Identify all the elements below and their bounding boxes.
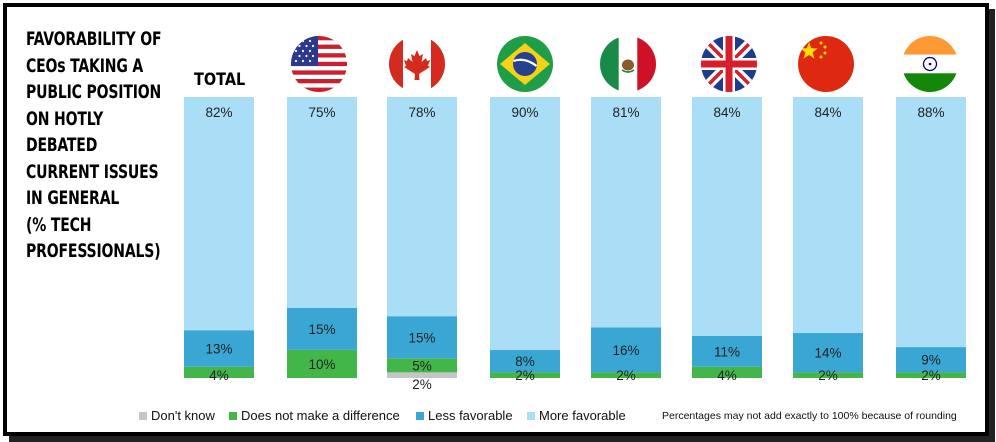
value-label-china-does-not-make-a-difference: 2% — [818, 368, 838, 383]
value-label-india-more-favorable: 88% — [917, 105, 944, 120]
value-label-canada-does-not-make-a-difference: 5% — [412, 358, 432, 373]
bar-usa-does-not-make-a-difference — [287, 349, 357, 378]
title-line: PUBLIC POSITION — [26, 81, 162, 103]
china-flag-icon — [798, 36, 854, 92]
legend-swatch — [527, 412, 535, 420]
bar-usa-less-favorable — [287, 307, 357, 350]
value-label-mexico-more-favorable: 81% — [612, 105, 639, 120]
value-label-brazil-more-favorable: 90% — [511, 105, 538, 120]
chart-title: FAVORABILITY OF CEOs TAKING A PUBLIC POS… — [26, 26, 162, 265]
value-label-uk-more-favorable: 84% — [713, 105, 740, 120]
legend-item-no-difference: Does not make a difference — [229, 408, 400, 423]
value-label-total-does-not-make-a-difference: 4% — [209, 368, 229, 383]
bar-canada-don-t-know — [387, 372, 457, 378]
value-label-china-less-favorable: 14% — [814, 346, 841, 361]
bar-mexico-less-favorable — [591, 327, 661, 373]
title-line: FAVORABILITY OF — [26, 28, 162, 50]
value-label-usa-does-not-make-a-difference: 10% — [308, 357, 335, 372]
bar-india-more-favorable — [896, 97, 966, 348]
legend-swatch — [416, 412, 424, 420]
value-label-india-does-not-make-a-difference: 2% — [921, 368, 941, 383]
title-line: CEOs TAKING A — [26, 54, 144, 77]
bar-brazil-does-not-make-a-difference — [490, 372, 560, 378]
value-label-total-more-favorable: 82% — [205, 105, 232, 120]
bar-usa-more-favorable — [287, 97, 357, 308]
legend-item-less-favorable: Less favorable — [416, 408, 513, 423]
india-flag-icon — [902, 36, 958, 92]
bar-china-more-favorable — [793, 97, 863, 334]
total-label: TOTAL — [194, 70, 246, 90]
stacked-bar-chart: 4%13%82%10%15%75%2%5%15%78%2%8%90%2%16%8… — [184, 97, 966, 392]
bar-brazil-more-favorable — [490, 97, 560, 350]
legend: Don't know Does not make a difference Le… — [0, 400, 996, 430]
bar-brazil-less-favorable — [490, 349, 560, 373]
legend-swatch — [139, 412, 147, 420]
legend-item-more-favorable: More favorable — [527, 408, 626, 423]
value-label-canada-less-favorable: 15% — [408, 330, 435, 345]
bar-uk-more-favorable — [692, 97, 762, 336]
title-line: ON HOTLY — [26, 107, 104, 130]
bar-china-less-favorable — [793, 333, 863, 373]
title-line: CURRENT ISSUES — [26, 160, 159, 183]
value-label-mexico-does-not-make-a-difference: 2% — [616, 368, 636, 383]
value-label-brazil-less-favorable: 8% — [515, 354, 535, 369]
brazil-flag-icon — [497, 36, 553, 92]
value-label-china-more-favorable: 84% — [814, 105, 841, 120]
rounding-note: Percentages may not add exactly to 100% … — [662, 410, 957, 422]
legend-label: Does not make a difference — [241, 408, 400, 423]
legend-label: Less favorable — [428, 408, 513, 423]
value-label-canada-don-t-know: 2% — [412, 377, 432, 392]
bar-mexico-does-not-make-a-difference — [591, 372, 661, 378]
bar-total-less-favorable — [184, 330, 254, 367]
value-label-usa-more-favorable: 75% — [308, 105, 335, 120]
bar-uk-less-favorable — [692, 335, 762, 367]
title-line: PROFESSIONALS) — [26, 240, 161, 262]
value-label-brazil-does-not-make-a-difference: 2% — [515, 368, 535, 383]
value-label-total-less-favorable: 13% — [205, 341, 232, 356]
bar-china-does-not-make-a-difference — [793, 372, 863, 378]
bar-uk-does-not-make-a-difference — [692, 366, 762, 378]
value-label-uk-less-favorable: 11% — [714, 344, 740, 359]
bar-total-does-not-make-a-difference — [184, 366, 254, 378]
value-label-canada-more-favorable: 78% — [408, 105, 435, 120]
bar-canada-does-not-make-a-difference — [387, 358, 457, 373]
bar-mexico-more-favorable — [591, 97, 661, 328]
us-flag-icon — [291, 36, 347, 92]
bar-canada-less-favorable — [387, 316, 457, 359]
legend-label: Don't know — [151, 408, 215, 423]
title-line: DEBATED — [26, 134, 98, 156]
legend-label: More favorable — [539, 408, 626, 423]
legend-item-dont-know: Don't know — [139, 408, 215, 423]
mexico-flag-icon — [600, 36, 656, 92]
bar-canada-more-favorable — [387, 97, 457, 317]
value-label-uk-does-not-make-a-difference: 4% — [717, 368, 737, 383]
title-line: (% TECH — [26, 213, 92, 236]
bar-total-more-favorable — [184, 97, 254, 331]
bar-india-less-favorable — [896, 347, 966, 373]
value-label-india-less-favorable: 9% — [921, 353, 941, 368]
value-label-mexico-less-favorable: 16% — [612, 343, 639, 358]
bar-india-does-not-make-a-difference — [896, 372, 966, 378]
value-label-usa-less-favorable: 15% — [308, 322, 335, 337]
legend-swatch — [229, 412, 237, 420]
title-line: IN GENERAL — [26, 187, 120, 209]
